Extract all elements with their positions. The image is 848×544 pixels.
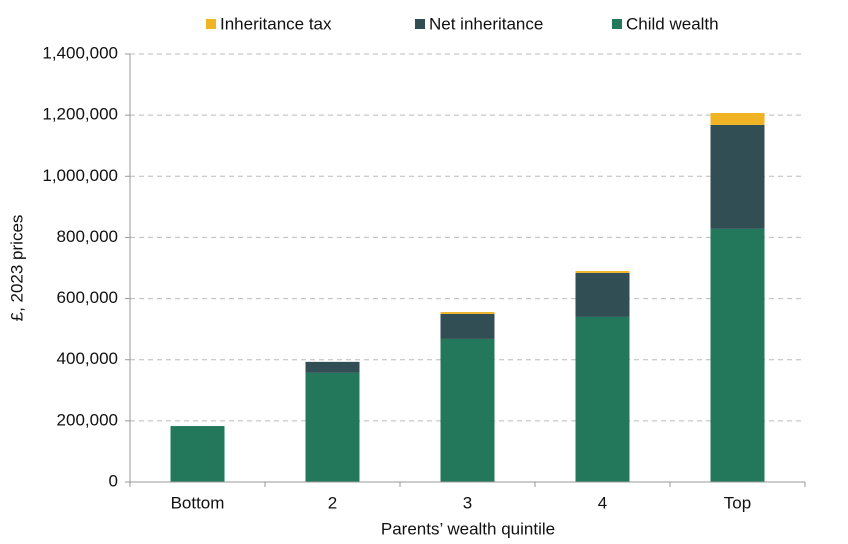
legend-swatch	[415, 19, 425, 29]
bar-segment	[710, 124, 765, 229]
y-tick-label: 1,000,000	[42, 166, 118, 185]
legend-swatch	[612, 19, 622, 29]
x-tick-label: Bottom	[171, 493, 225, 512]
bar-segment	[305, 361, 360, 373]
legend-swatch	[206, 19, 216, 29]
legend-label: Inheritance tax	[220, 14, 332, 33]
bar-segment	[575, 272, 630, 317]
y-tick-label: 600,000	[57, 288, 118, 307]
x-axis-title: Parents’ wealth quintile	[381, 519, 555, 538]
x-tick-label: 2	[328, 493, 337, 512]
y-tick-label: 400,000	[57, 349, 118, 368]
bar-segment	[170, 426, 225, 482]
y-tick-label: 800,000	[57, 227, 118, 246]
bar-segment	[575, 316, 630, 482]
y-axis-title: £, 2023 prices	[7, 215, 26, 322]
y-tick-label: 200,000	[57, 410, 118, 429]
y-tick-label: 0	[109, 471, 118, 490]
legend-label: Child wealth	[626, 14, 719, 33]
bar-segment	[305, 372, 360, 482]
x-tick-label: 3	[463, 493, 472, 512]
bar-segment	[575, 271, 630, 273]
bar-segment	[710, 228, 765, 482]
bar-segment	[440, 312, 495, 314]
y-tick-label: 1,200,000	[42, 105, 118, 124]
bar-segment	[440, 338, 495, 482]
y-tick-label: 1,400,000	[42, 43, 118, 62]
x-tick-label: 4	[598, 493, 607, 512]
bar-segment	[710, 113, 765, 125]
bar-segment	[440, 313, 495, 339]
x-tick-label: Top	[724, 493, 751, 512]
legend-label: Net inheritance	[429, 14, 543, 33]
